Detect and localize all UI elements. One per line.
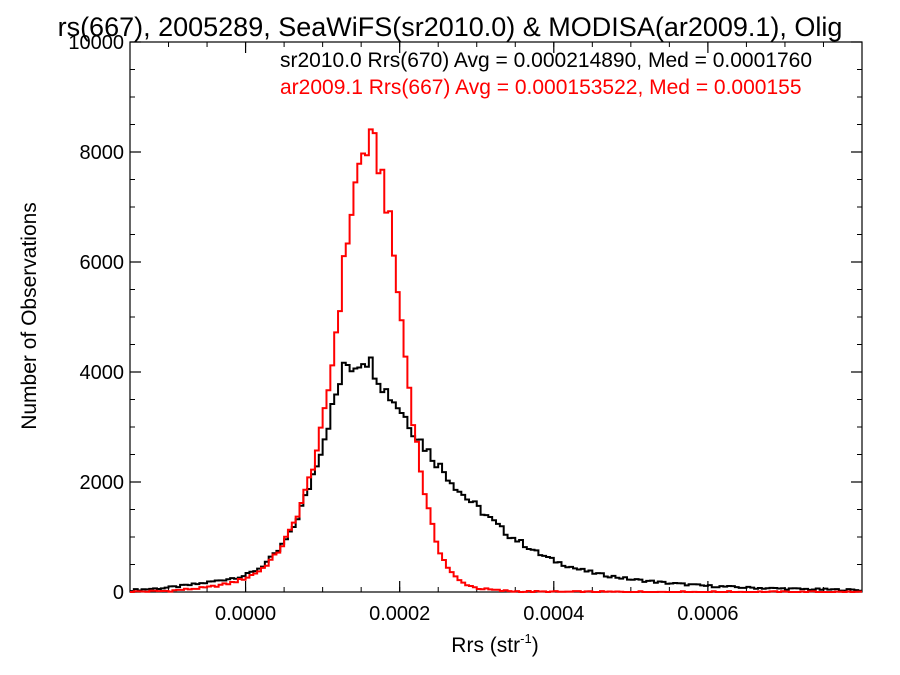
y-tick-label: 0 [113, 582, 124, 604]
series-line-sr2010 [130, 356, 862, 593]
x-axis-label-superscript: -1 [520, 631, 532, 646]
plot-frame [129, 41, 863, 593]
y-tick-label: 10000 [68, 32, 124, 54]
x-tick-label: 0.0002 [369, 603, 430, 625]
x-axis-label: Rrs (str-1) [451, 631, 538, 657]
y-tick-label: 6000 [80, 252, 125, 274]
series-line-ar2009 [130, 128, 862, 593]
y-axis-label: Number of Observations [18, 202, 41, 430]
legend-entry-sr2010: sr2010.0 Rrs(670) Avg = 0.000214890, Med… [280, 49, 812, 72]
y-tick-label: 2000 [80, 472, 125, 494]
legend-entry-ar2009: ar2009.1 Rrs(667) Avg = 0.000153522, Med… [280, 76, 802, 99]
y-tick-label: 4000 [80, 362, 125, 384]
x-axis-label-close: ) [532, 634, 539, 657]
x-tick-label: 0.0006 [677, 603, 738, 625]
y-tick-label: 8000 [80, 142, 125, 164]
x-axis-label-main: Rrs (str [451, 634, 520, 657]
x-tick-label: 0.0004 [523, 603, 584, 625]
chart-title: rs(667), 2005289, SeaWiFS(sr2010.0) & MO… [58, 12, 843, 42]
x-tick-label: 0.0000 [215, 603, 276, 625]
plot-area: 0.0000 0.0002 0.0004 0.0006 0 2000 4000 6000 800… [68, 32, 863, 625]
